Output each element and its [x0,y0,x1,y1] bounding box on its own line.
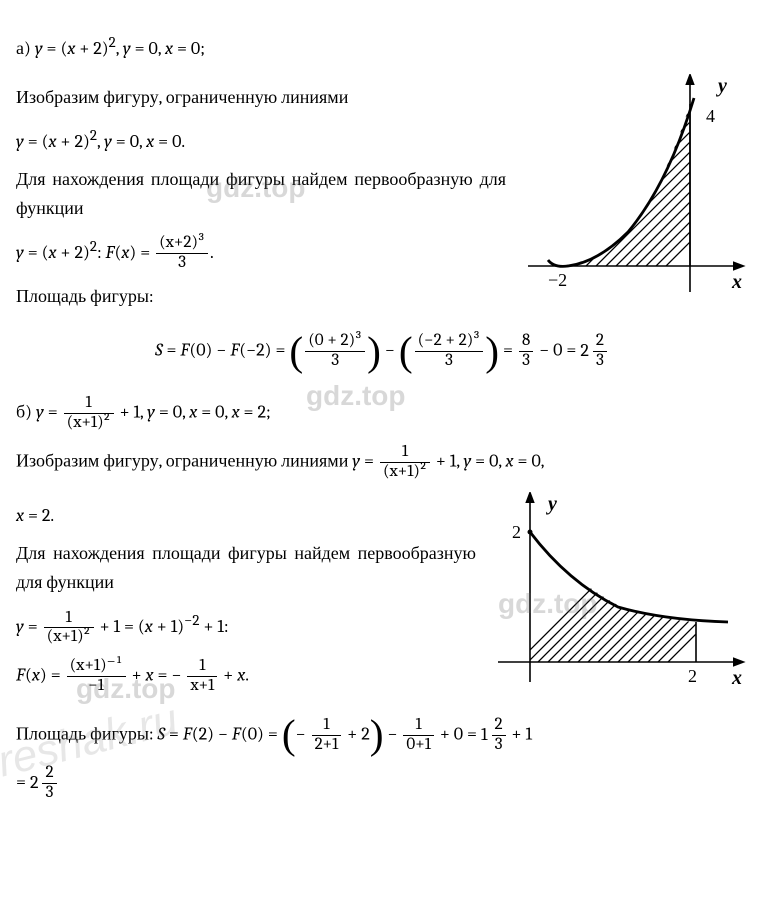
graph-a-svg: y x −2 4 [518,74,748,304]
Ff1d: −1 [67,677,126,696]
part-a-find-text: Для нахождения площади фигуры найдем пер… [16,169,506,219]
afd: 3 [42,784,56,803]
r1d: 3 [519,352,533,371]
bf2d: (x+1)² [44,628,94,647]
bf2n: 1 [44,609,94,629]
bi1n: 1 [380,443,430,463]
part-a-find: Для нахождения площади фигуры найдем пер… [16,166,506,224]
svg-text:2: 2 [688,666,697,686]
part-b-intro: Изобразим фигуру, ограниченную линиями y… [16,443,748,482]
part-b: gdz.top б) y = 1(x+1)² + 1, y = 0, x = 0… [16,394,748,802]
ar1n: 2 [492,716,506,736]
part-a-equation: S = F(0) − F(−2) = ((0 + 2)³3) − ((−2 + … [16,332,748,371]
frac-den: 3 [156,254,208,273]
afw: 2 [30,769,39,798]
Ff2n: 1 [187,657,217,677]
afn: 2 [42,764,56,784]
frac-num: (x+2)³ [156,234,208,254]
svg-text:x: x [731,667,742,689]
Ff1n: (x+1)⁻¹ [67,657,126,677]
part-b-area-line2: = 223 [16,764,748,803]
graph-b-svg: y x 2 2 [488,492,748,692]
at2d: 0+1 [403,736,434,755]
y-tick-a: 4 [706,106,715,126]
part-b-F: gdz.top F(x) = (x+1)⁻¹−1 + x = − 1x+1 + … [16,657,476,696]
Ff2d: x+1 [187,677,217,696]
part-b-heading: gdz.top б) y = 1(x+1)² + 1, y = 0, x = 0… [16,394,748,433]
at1d: 2+1 [312,736,342,755]
part-b-find: Для нахождения площади фигуры найдем пер… [16,540,476,598]
part-a-antiderivative: y = (x + 2)2: F(x) = (x+2)³3. [16,234,506,273]
t2d: 3 [415,352,484,371]
x-tick-a: −2 [548,270,567,290]
bi1d: (x+1)² [380,463,430,482]
axis-y-label: y [716,75,727,97]
part-a-graph: y x −2 4 [518,74,748,304]
at2n: 1 [403,716,434,736]
r1n: 8 [519,332,533,352]
svg-text:2: 2 [512,522,521,542]
watermark-gdz-2: gdz.top [306,374,406,419]
r2w: 2 [580,337,589,366]
r2n: 2 [593,332,607,352]
axis-x-label: x [731,271,742,293]
bf1n: 1 [64,394,114,414]
part-a-area-label: Площадь фигуры: [16,283,506,312]
bf1d: (x+1)² [64,414,114,433]
part-a-intro: Изобразим фигуру, ограниченную линиями [16,84,506,113]
ar1d: 3 [492,736,506,755]
t1n: (0 + 2)³ [305,332,365,352]
part-a-heading: а) y = (x + 2)2, y = 0, x = 0; [16,30,748,64]
part-a: а) y = (x + 2)2, y = 0, x = 0; Изобразим… [16,30,748,370]
r2d: 3 [593,352,607,371]
part-b-graph: gdz.top [488,492,748,692]
svg-text:y: y [546,493,557,515]
part-a-bounds: y = (x + 2)2, y = 0, x = 0. [16,123,506,157]
t1d: 3 [305,352,365,371]
part-b-intro2: x = 2. [16,502,476,531]
at1n: 1 [312,716,342,736]
ar1w: 1 [481,721,488,750]
part-b-func: y = 1(x+1)² + 1 = (x + 1)−2 + 1: [16,608,476,647]
t2n: (−2 + 2)³ [415,332,484,352]
part-b-area: reshak.ru Площадь фигуры: S = F(2) − F(0… [16,716,748,755]
